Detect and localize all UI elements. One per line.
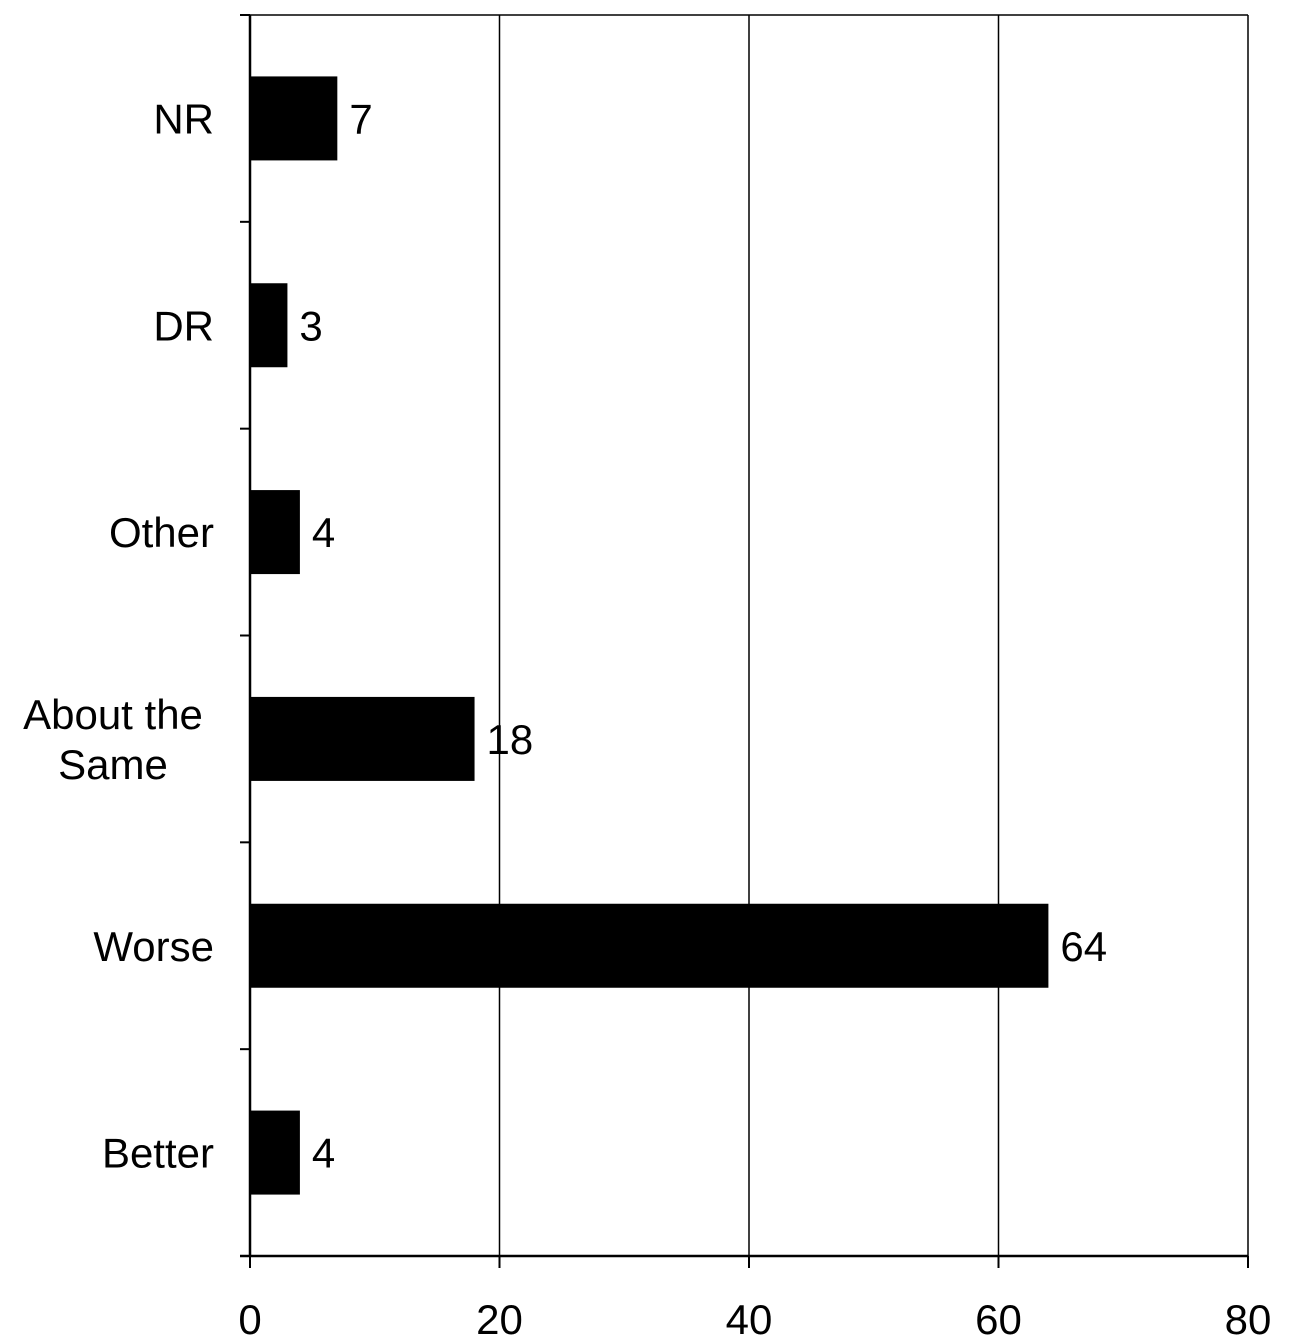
category-label-3-line-0: About the [23,691,203,738]
category-label-3-line-1: Same [58,741,168,788]
x-tick-label-80: 80 [1225,1296,1272,1341]
data-label-4: 64 [1060,923,1107,970]
x-tick-label-40: 40 [726,1296,773,1341]
bar-1 [250,283,288,368]
data-label-3: 18 [487,716,534,763]
bar-3 [250,696,475,781]
data-label-5: 4 [312,1130,335,1177]
category-label-2: Other [109,509,214,556]
category-label-5: Better [102,1130,214,1177]
bar-4 [250,903,1049,988]
category-label-3: About the Same [23,691,203,788]
category-label-4: Worse [93,923,214,970]
label-layer: 0 20 40 60 80 7 NR 3 DR 4 Other 18 About the Same 64 Wo… [23,95,1271,1341]
category-label-1: DR [153,302,214,349]
category-label-0: NR [153,95,214,142]
data-label-1: 3 [299,302,322,349]
grid-layer [498,15,1249,1256]
data-label-0: 7 [349,95,372,142]
bar-5 [250,1110,300,1195]
x-tick-label-60: 60 [975,1296,1022,1341]
bar-layer [250,76,1049,1195]
axis-layer [240,14,1249,1268]
data-label-2: 4 [312,509,335,556]
bar-0 [250,76,338,161]
bar-2 [250,490,300,575]
x-tick-label-0: 0 [238,1296,261,1341]
x-tick-label-20: 20 [476,1296,523,1341]
